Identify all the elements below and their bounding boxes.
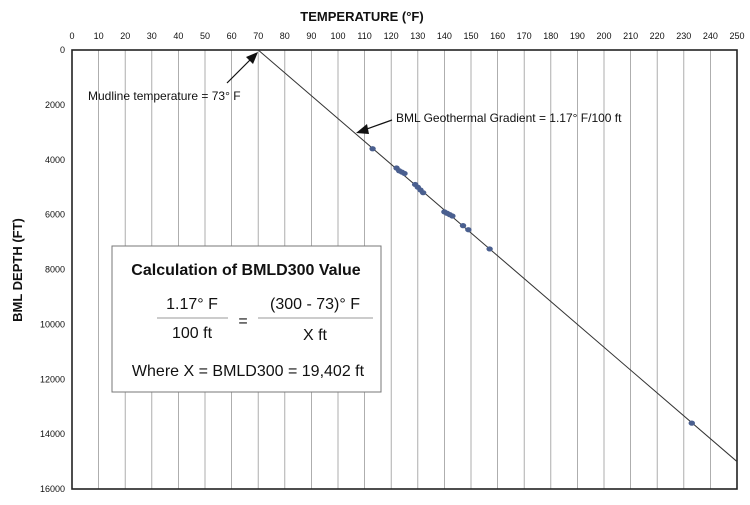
- x-tick-label: 100: [330, 31, 345, 41]
- x-tick-label: 180: [543, 31, 558, 41]
- x-tick-label: 240: [703, 31, 718, 41]
- x-tick-label: 0: [69, 31, 74, 41]
- y-tick-label: 0: [60, 45, 65, 55]
- y-tick-label: 14000: [40, 429, 65, 439]
- calculation-result: Where X = BMLD300 = 19,402 ft: [132, 363, 365, 380]
- gradient-annotation: BML Geothermal Gradient = 1.17° F/100 ft: [396, 111, 622, 125]
- x-tick-label: 150: [463, 31, 478, 41]
- x-tick-label: 140: [437, 31, 452, 41]
- left-denominator: 100 ft: [172, 325, 213, 342]
- calculation-title: Calculation of BMLD300 Value: [131, 262, 360, 279]
- x-tick-label: 200: [596, 31, 611, 41]
- data-point: [419, 190, 427, 196]
- x-tick-label: 130: [410, 31, 425, 41]
- y-tick-label: 16000: [40, 484, 65, 494]
- x-tick-label: 190: [570, 31, 585, 41]
- x-tick-label: 220: [650, 31, 665, 41]
- y-axis-title: BML DEPTH (FT): [10, 218, 25, 322]
- equals-sign: =: [238, 313, 247, 330]
- y-tick-label: 2000: [45, 100, 65, 110]
- right-numerator: (300 - 73)° F: [270, 296, 360, 313]
- x-tick-label: 80: [280, 31, 290, 41]
- x-tick-label: 70: [253, 31, 263, 41]
- x-axis-title: TEMPERATURE (°F): [300, 9, 423, 24]
- mudline-annotation: Mudline temperature = 73° F: [88, 89, 241, 103]
- x-tick-label: 250: [729, 31, 744, 41]
- data-point: [486, 246, 493, 252]
- data-point: [369, 146, 376, 152]
- data-point: [688, 420, 695, 426]
- x-tick-label: 210: [623, 31, 638, 41]
- y-tick-label: 12000: [40, 374, 65, 384]
- right-denominator: X ft: [303, 327, 328, 344]
- mudline-arrow-head: [246, 52, 258, 64]
- x-tick-label: 20: [120, 31, 130, 41]
- geothermal-gradient-line: [257, 49, 738, 462]
- x-tick-label: 60: [227, 31, 237, 41]
- x-tick-label: 170: [517, 31, 532, 41]
- data-point: [449, 213, 456, 219]
- y-tick-labels: 0 2000 4000 6000 8000 10000 12000 14000 16000: [40, 45, 65, 494]
- y-tick-label: 10000: [40, 319, 65, 329]
- left-numerator: 1.17° F: [166, 296, 218, 313]
- data-point: [465, 227, 472, 233]
- y-tick-label: 6000: [45, 210, 65, 220]
- x-tick-label: 110: [357, 31, 371, 41]
- x-tick-label: 160: [490, 31, 505, 41]
- y-tick-label: 8000: [45, 265, 65, 275]
- data-points: [369, 146, 695, 426]
- data-point: [401, 170, 408, 177]
- x-tick-label: 30: [147, 31, 157, 41]
- x-tick-label: 10: [94, 31, 104, 41]
- gradient-arrow-head: [356, 124, 369, 134]
- calculation-box: Calculation of BMLD300 Value 1.17° F 100…: [111, 245, 382, 393]
- x-tick-label: 120: [384, 31, 399, 41]
- gradient-arrow-shaft: [363, 119, 393, 131]
- x-tick-label: 230: [676, 31, 691, 41]
- x-tick-label: 90: [306, 31, 316, 41]
- y-tick-label: 4000: [45, 155, 65, 165]
- x-tick-label: 40: [173, 31, 183, 41]
- data-point: [459, 223, 467, 229]
- x-tick-label: 50: [200, 31, 210, 41]
- plot-frame: [71, 49, 738, 490]
- x-tick-labels: 0 10 20 30 40 50 60 70 80 90 100 110 120 130 140 150 160…: [69, 31, 744, 41]
